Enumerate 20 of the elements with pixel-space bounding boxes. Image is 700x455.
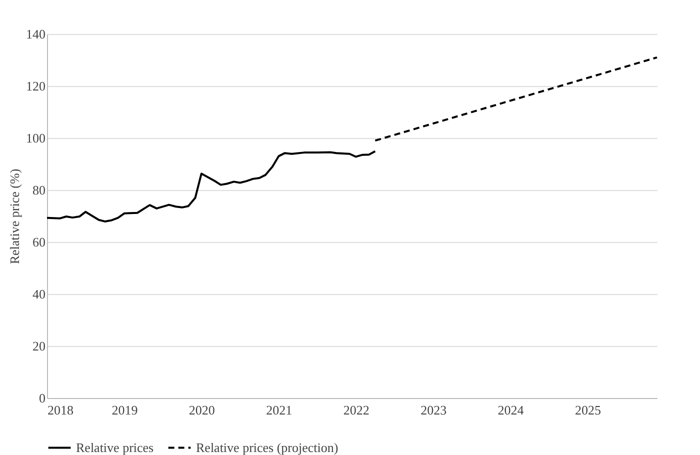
x-tick-label: 2022 xyxy=(343,402,370,418)
legend-label: Relative prices (projection) xyxy=(196,440,338,455)
y-tick-label: 0 xyxy=(39,390,46,406)
y-tick-label: 100 xyxy=(26,130,46,146)
legend-label: Relative prices xyxy=(76,440,154,455)
x-tick-label: 2021 xyxy=(266,402,292,418)
x-tick-label: 2023 xyxy=(420,402,447,418)
y-tick-label: 20 xyxy=(32,338,46,354)
y-tick-label: 80 xyxy=(32,182,46,198)
x-tick-label: 2024 xyxy=(498,402,524,418)
y-axis-title: Relative price (%) xyxy=(7,168,22,264)
x-tick-label: 2019 xyxy=(112,402,138,418)
x-tick-label: 2025 xyxy=(575,402,602,418)
x-tick-label: 2018 xyxy=(48,402,74,418)
x-tick-label: 2020 xyxy=(188,402,215,418)
y-tick-label: 40 xyxy=(32,286,46,302)
y-tick-label: 120 xyxy=(26,78,46,94)
line-series xyxy=(46,150,376,222)
y-tick-label: 60 xyxy=(32,234,46,250)
y-tick-label: 140 xyxy=(26,26,46,42)
